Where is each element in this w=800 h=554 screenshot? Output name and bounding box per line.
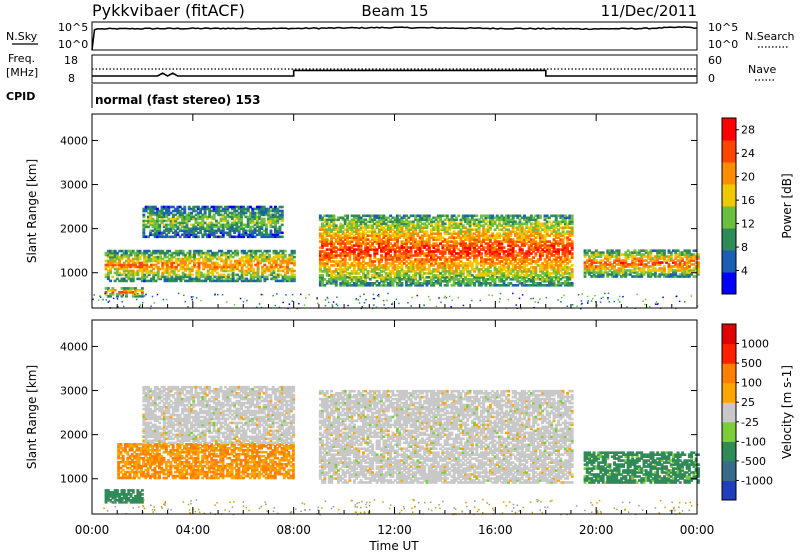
velocity-y-tick-label-0: 1000 — [60, 473, 88, 486]
velocity-colorbar-label: Velocity [m s-1] — [780, 365, 794, 459]
power-colorbar-tick-label-4: 20 — [741, 171, 755, 184]
x-tick-label-2: 08:00 — [276, 523, 311, 537]
velocity-echo-region-4 — [584, 451, 700, 483]
velocity-colorbar-swatch-6 — [722, 363, 736, 383]
power-colorbar-swatch-2 — [722, 228, 736, 251]
velocity-colorbar-tick-label-5: -100 — [741, 435, 766, 448]
x-tick-label-1: 04:00 — [176, 523, 211, 537]
power-echo-layer — [92, 206, 700, 310]
power-colorbar-swatch-3 — [722, 206, 736, 229]
velocity-colorbar-swatch-1 — [722, 461, 736, 481]
velocity-echo-layer — [103, 386, 700, 516]
power-echo-region-3 — [319, 215, 574, 287]
power-y-axis-label: Slant Range [km] — [25, 159, 39, 263]
power-colorbar-tick-label-6: 28 — [741, 124, 755, 137]
velocity-colorbar-swatch-5 — [722, 383, 736, 403]
velocity-y-tick-label-3: 4000 — [60, 340, 88, 353]
power-y-tick-label-2: 3000 — [60, 179, 88, 192]
velocity-colorbar-tick-label-7: -1000 — [741, 474, 773, 487]
power-echo-region-1 — [105, 287, 144, 298]
power-ground-scatter — [92, 293, 698, 310]
power-echo-region-4 — [584, 249, 700, 277]
power-colorbar: 4 8 12 16 20 24 28 — [722, 118, 755, 295]
velocity-y-tick-label-2: 3000 — [60, 385, 88, 398]
power-colorbar-swatch-0 — [722, 272, 736, 295]
velocity-colorbar-swatch-2 — [722, 441, 736, 461]
nsky-tick-bottom: 10^0 — [58, 38, 88, 51]
nave-label: Nave — [748, 63, 776, 76]
power-colorbar-tick-label-1: 8 — [741, 241, 748, 254]
nave-tick-bottom: 0 — [708, 72, 715, 85]
velocity-colorbar-swatch-4 — [722, 402, 736, 422]
x-tick-label-3: 12:00 — [377, 523, 412, 537]
noise-panel-frame — [92, 22, 697, 50]
power-echo-region-2 — [142, 206, 283, 238]
power-colorbar-swatch-4 — [722, 184, 736, 207]
velocity-colorbar-swatch-8 — [722, 324, 736, 344]
nsearch-tick-bottom: 10^0 — [708, 38, 738, 51]
nsearch-label: N.Search — [745, 30, 795, 43]
power-echo-region-0 — [105, 250, 296, 282]
velocity-echo-region-0 — [117, 443, 295, 479]
power-colorbar-tick-label-3: 16 — [741, 194, 755, 207]
nave-tick-top: 60 — [708, 54, 722, 67]
nsearch-tick-top: 10^5 — [708, 21, 738, 34]
power-colorbar-tick-label-5: 24 — [741, 147, 755, 160]
x-tick-label-0: 00:00 — [75, 523, 110, 537]
freq-tick-top: 18 — [64, 54, 78, 67]
velocity-panel-frame — [92, 320, 697, 514]
velocity-colorbar-tick-label-0: 1000 — [741, 338, 769, 351]
x-tick-label-5: 20:00 — [579, 523, 614, 537]
power-colorbar-swatch-7 — [722, 118, 736, 141]
nsky-label: N.Sky — [6, 30, 38, 43]
power-colorbar-swatch-6 — [722, 140, 736, 163]
x-tick-label-6: 00:00 — [680, 523, 715, 537]
x-axis-label: Time UT — [368, 539, 419, 553]
velocity-colorbar-tick-label-6: -500 — [741, 455, 766, 468]
power-y-tick-label-3: 4000 — [60, 134, 88, 147]
radar-summary-plot: Pykkvibaer (fitACF) Beam 15 11/Dec/2011 … — [0, 0, 800, 554]
velocity-echo-region-3 — [319, 390, 574, 484]
velocity-echo-region-2 — [142, 386, 295, 444]
velocity-y-axis-label: Slant Range [km] — [25, 365, 39, 469]
freq-series-line — [92, 70, 697, 76]
power-colorbar-swatch-1 — [722, 250, 736, 273]
nsky-series-line — [92, 27, 697, 50]
velocity-colorbar-tick-label-4: -25 — [741, 416, 759, 429]
freq-tick-bottom: 8 — [68, 72, 75, 85]
date-title: 11/Dec/2011 — [601, 2, 697, 20]
velocity-colorbar: 1000 500 100 25 -25 -100 -500 -1000 — [722, 324, 773, 501]
velocity-colorbar-tick-label-1: 500 — [741, 357, 762, 370]
velocity-colorbar-swatch-7 — [722, 344, 736, 364]
x-tick-label-4: 16:00 — [478, 523, 513, 537]
cpid-label: CPID — [6, 90, 35, 103]
velocity-colorbar-tick-label-3: 25 — [741, 396, 755, 409]
station-title: Pykkvibaer (fitACF) — [92, 1, 245, 20]
cpid-mode: normal (fast stereo) 153 — [95, 93, 261, 107]
power-y-tick-label-1: 2000 — [60, 223, 88, 236]
freq-label-bottom: [MHz] — [6, 66, 38, 79]
power-colorbar-label: Power [dB] — [780, 173, 794, 238]
beam-title: Beam 15 — [361, 2, 428, 20]
velocity-colorbar-tick-label-2: 100 — [741, 377, 762, 390]
nsky-tick-top: 10^5 — [58, 21, 88, 34]
power-colorbar-swatch-5 — [722, 162, 736, 185]
power-colorbar-tick-label-2: 12 — [741, 218, 755, 231]
power-y-tick-label-0: 1000 — [60, 267, 88, 280]
power-colorbar-tick-label-0: 4 — [741, 265, 748, 278]
velocity-colorbar-swatch-3 — [722, 422, 736, 442]
velocity-y-tick-label-1: 2000 — [60, 429, 88, 442]
freq-label-top: Freq. — [8, 52, 35, 65]
velocity-colorbar-swatch-0 — [722, 480, 736, 500]
